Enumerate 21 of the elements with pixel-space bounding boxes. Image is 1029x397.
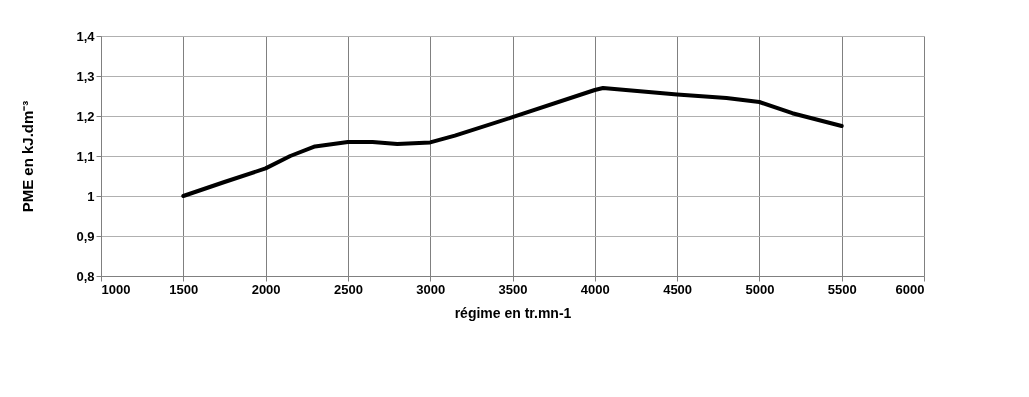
x-tick-label: 4000	[580, 281, 610, 297]
x-axis-title: régime en tr.mn-1	[454, 304, 572, 321]
y-tick-label: 1,2	[76, 108, 95, 124]
y-tick-label: 0,9	[76, 228, 95, 244]
x-tick-label: 6000	[895, 281, 925, 297]
x-tick-label: 1000	[101, 281, 131, 297]
x-tick-label: 1500	[169, 281, 199, 297]
x-tick-label: 2500	[333, 281, 363, 297]
y-tick-label: 1,1	[76, 148, 95, 164]
x-tick-label: 5500	[827, 281, 857, 297]
y-axis-title: PME en kJ.dm⁻³	[19, 100, 37, 213]
x-tick-label: 4500	[663, 281, 693, 297]
x-tick-label: 2000	[251, 281, 281, 297]
y-tick-label: 1,3	[76, 68, 95, 84]
x-tick-label: 3000	[416, 281, 446, 297]
y-tick-label: 1,4	[76, 28, 96, 44]
x-tick-label: 3500	[498, 281, 528, 297]
y-tick-label: 0,8	[76, 268, 95, 284]
x-tick-label: 5000	[745, 281, 775, 297]
y-tick-label: 1	[87, 188, 95, 204]
line-series	[181, 86, 844, 198]
